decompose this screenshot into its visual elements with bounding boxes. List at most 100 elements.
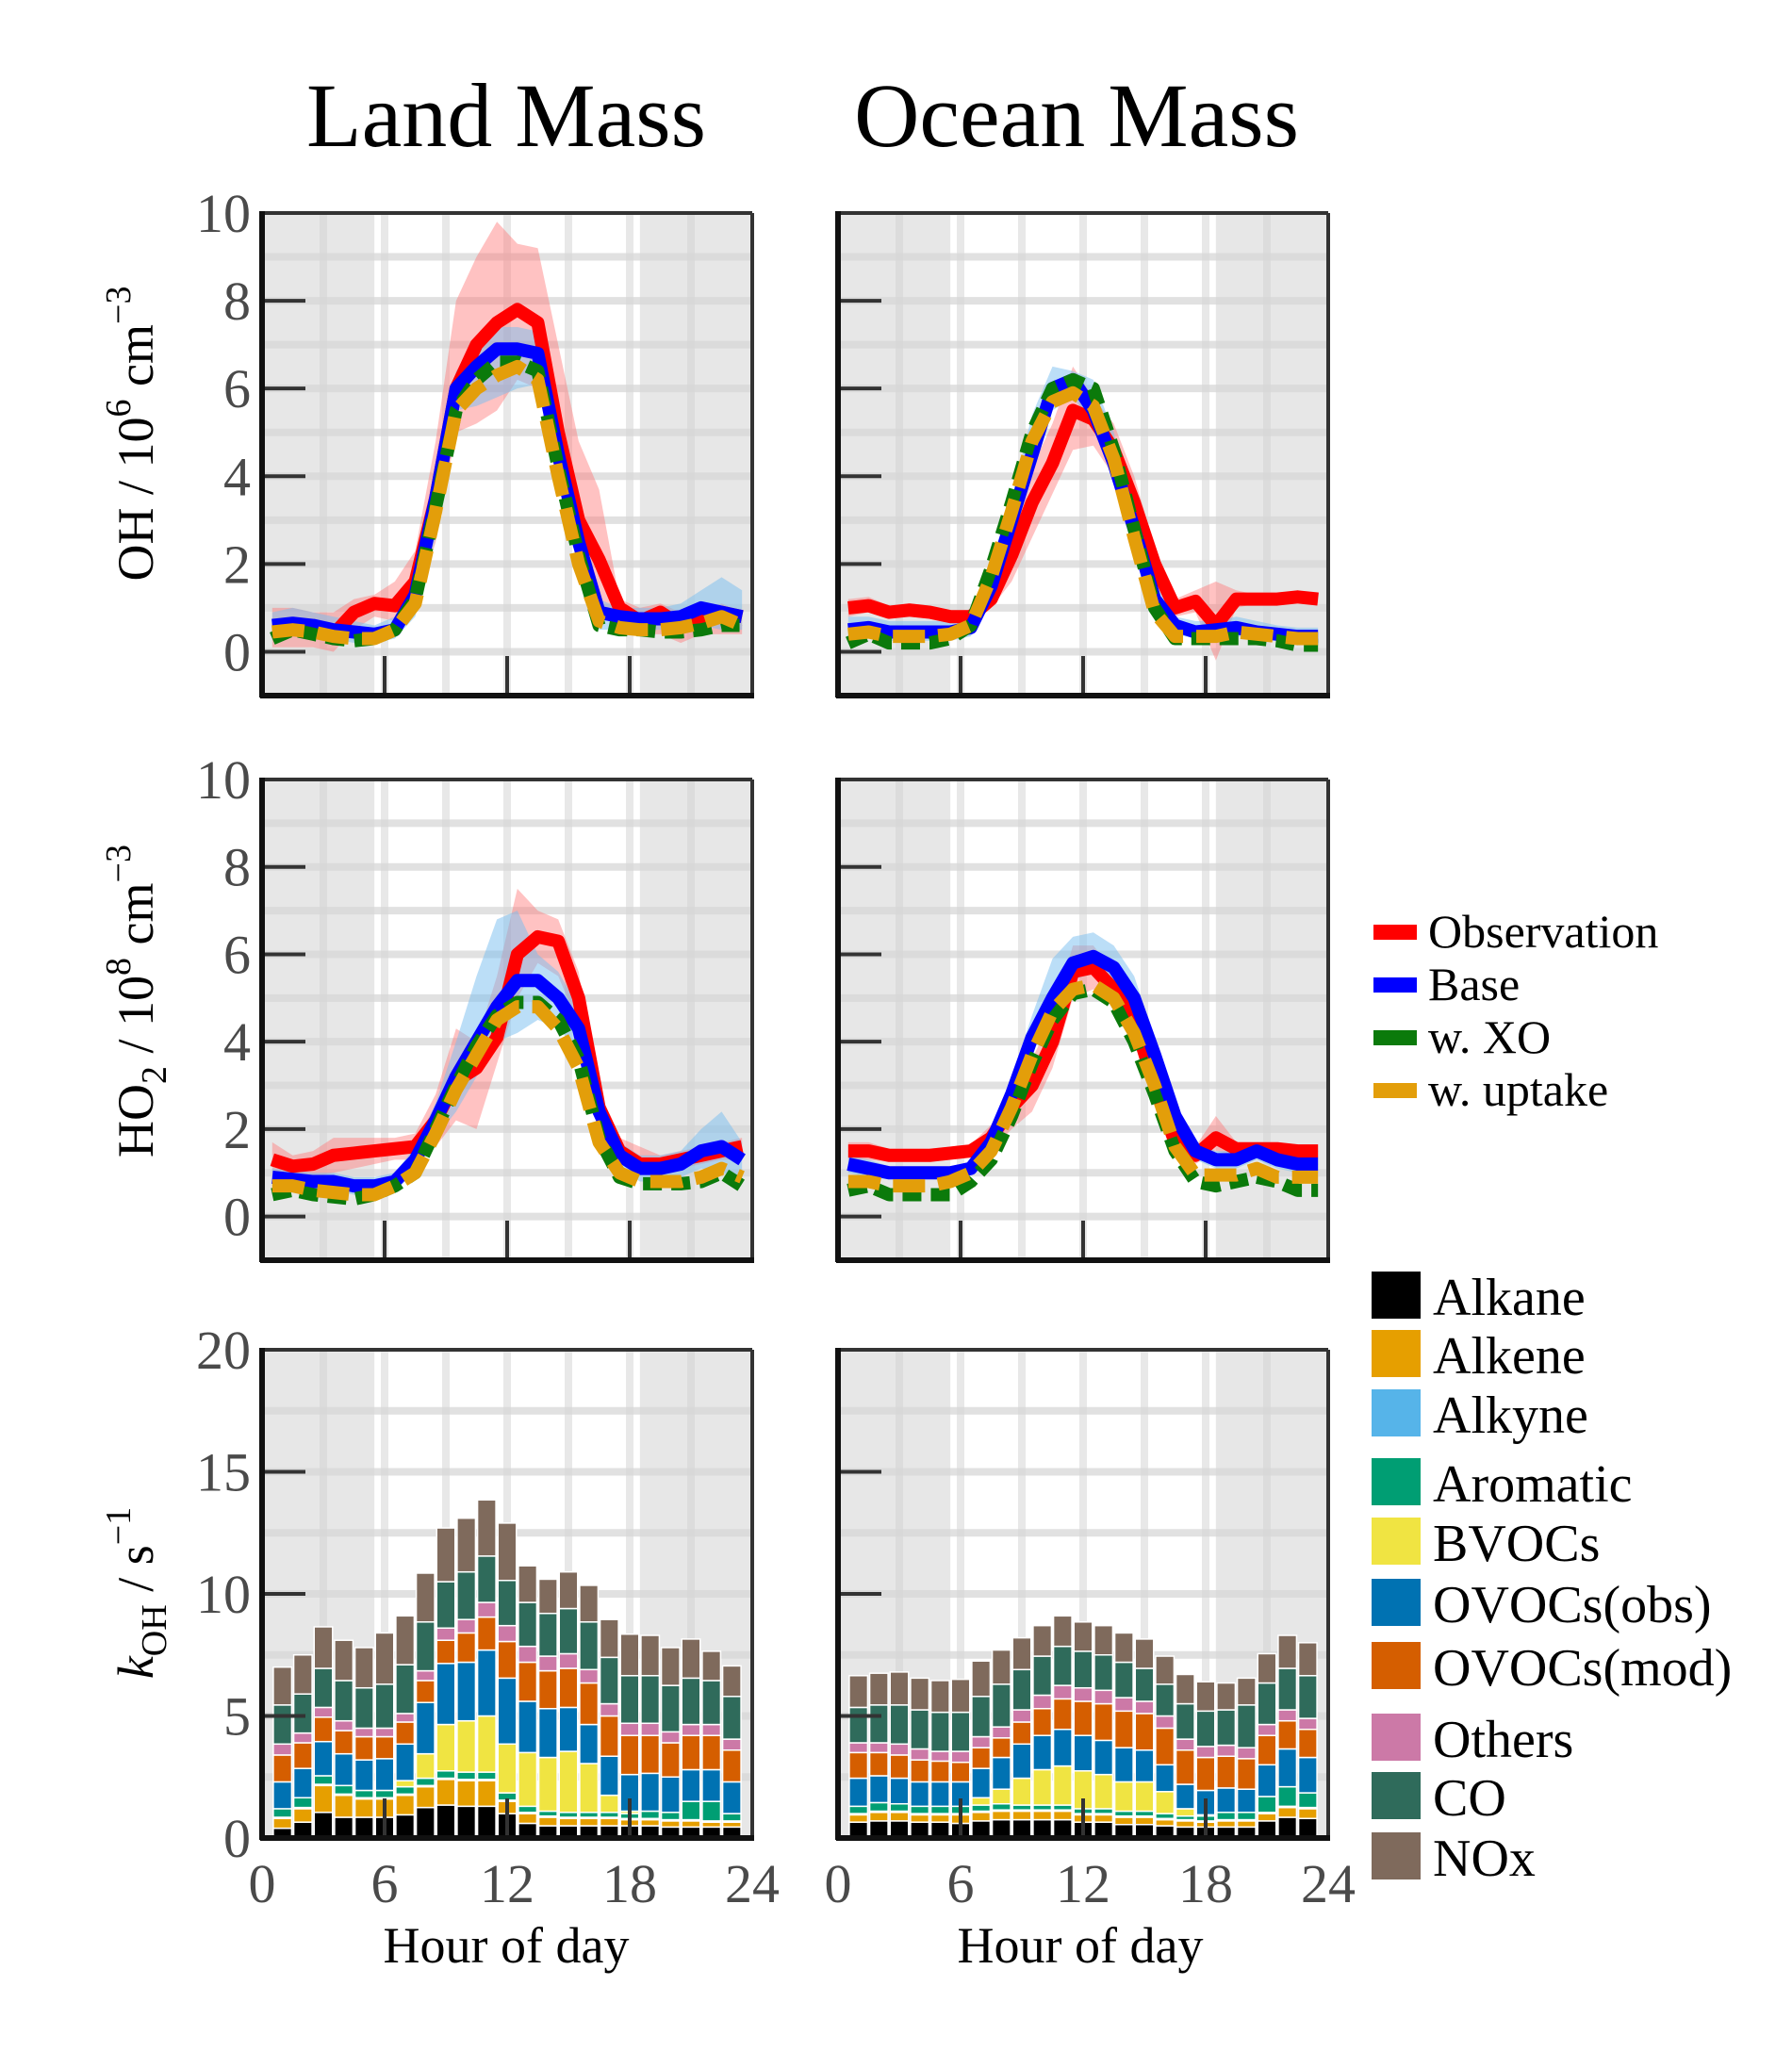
bar-segment-bvocs <box>476 1715 497 1773</box>
bar-segment-others <box>1195 1746 1216 1759</box>
x-tick-label: 24 <box>1301 1853 1356 1914</box>
bar-segment-alkane <box>1277 1816 1298 1839</box>
bar-segment-bvocs <box>415 1752 436 1780</box>
series-line-base <box>847 949 1319 1180</box>
bar-segment-aromatic <box>1011 1804 1032 1811</box>
bar-segment-ovocs-mod- <box>971 1747 992 1769</box>
y-tick-label: 0 <box>223 1808 251 1869</box>
y-tick-label: 8 <box>223 271 251 332</box>
bar-segment-ovocs-obs- <box>497 1677 518 1746</box>
bar-segment-nox <box>991 1649 1011 1685</box>
bar-segment-bvocs <box>436 1723 456 1772</box>
bar-segment-bvocs <box>1052 1764 1073 1806</box>
bar-segment-alkene <box>395 1794 416 1816</box>
bar-segment-aromatic <box>1297 1792 1318 1809</box>
bar-segment-others <box>1052 1684 1073 1700</box>
bar-segment-others <box>272 1743 293 1756</box>
bar-segment-ovocs-obs- <box>313 1740 334 1777</box>
bar-segment-co <box>272 1704 293 1746</box>
bar-segment-aromatic <box>1257 1796 1277 1814</box>
bar-segment-co <box>1175 1702 1195 1740</box>
bar-segment-alkene <box>1113 1816 1134 1826</box>
bar-segment-aromatic <box>889 1802 910 1813</box>
y-tick-label: 2 <box>223 1099 251 1160</box>
bar-segment-ovocs-mod- <box>374 1735 395 1760</box>
panel-koh-land: 0 5 10 15 20 <box>196 1320 754 1869</box>
bar-segment-alkene <box>518 1813 538 1825</box>
bar-segment-co <box>476 1555 497 1603</box>
bar-segment-aromatic <box>721 1813 742 1822</box>
bar-segment-alkene <box>456 1780 477 1808</box>
bar-segment-aromatic <box>1236 1812 1257 1821</box>
bar-segment-ovocs-mod- <box>558 1667 579 1709</box>
bar-segment-nox <box>1134 1638 1155 1669</box>
bar-segment-others <box>848 1742 869 1754</box>
bar-segment-co <box>1277 1667 1298 1711</box>
bar-segment-others <box>910 1748 930 1761</box>
bar-segment-bvocs <box>1134 1781 1155 1813</box>
bar-segment-co <box>456 1570 477 1620</box>
legend-swatch-ovocs-obs- <box>1372 1579 1421 1626</box>
bar-segment-nox <box>619 1633 640 1677</box>
bar-segment-aromatic <box>476 1771 497 1781</box>
bar-segment-others <box>868 1742 889 1754</box>
legend-label: Others <box>1433 1711 1573 1769</box>
bar-segment-alkane <box>334 1816 354 1839</box>
bar-segment-bvocs <box>1093 1773 1114 1810</box>
bar-segment-alkene <box>1032 1810 1053 1821</box>
bar-segment-alkene <box>1052 1810 1073 1821</box>
y-tick-label: 10 <box>196 183 251 244</box>
bar-segment-ovocs-mod- <box>1257 1734 1277 1766</box>
bar-segment-others <box>1155 1715 1175 1730</box>
bar-segment-others <box>579 1668 600 1684</box>
legend-swatch-aromatic <box>1372 1458 1421 1505</box>
bar-segment-alkene <box>701 1821 722 1829</box>
bar-segment-aromatic <box>334 1784 354 1796</box>
bar-segment-co <box>537 1612 558 1657</box>
bar-segment-bvocs <box>1011 1777 1032 1806</box>
legend-swatch-w-uptake <box>1373 1083 1417 1098</box>
bar-segment-ovocs-obs- <box>1175 1783 1195 1810</box>
bar-segment-ovocs-mod- <box>889 1754 910 1780</box>
bar-segment-co <box>334 1680 354 1722</box>
bar-segment-co <box>313 1667 334 1709</box>
bar-segment-alkene <box>971 1812 992 1822</box>
bar-segment-alkene <box>579 1817 600 1827</box>
bar-segment-bvocs <box>579 1763 600 1814</box>
bar-segment-alkene <box>929 1814 950 1823</box>
bar-segment-bvocs <box>1113 1781 1134 1813</box>
bar-segment-ovocs-mod- <box>619 1734 640 1776</box>
bar-segment-ovocs-obs- <box>701 1768 722 1802</box>
bar-segment-co <box>721 1696 742 1740</box>
bar-segment-bvocs <box>518 1751 538 1808</box>
bar-segment-ovocs-obs- <box>374 1758 395 1792</box>
bar-segment-aromatic <box>1134 1810 1155 1817</box>
bar-segment-ovocs-mod- <box>292 1742 313 1769</box>
bar-segment-co <box>929 1711 950 1752</box>
x-tick-label: 12 <box>480 1853 534 1914</box>
bar-segment-others <box>353 1727 374 1738</box>
bar-segment-alkene <box>1155 1818 1175 1827</box>
bar-segment-nox <box>1257 1652 1277 1684</box>
bar-segment-co <box>848 1706 869 1744</box>
y-tick-label: 5 <box>223 1686 251 1748</box>
bar-segment-aromatic <box>1032 1804 1053 1811</box>
bar-segment-others <box>415 1669 436 1682</box>
y-tick-label: 4 <box>223 446 251 507</box>
bar-segment-co <box>353 1686 374 1730</box>
bar-segment-nox <box>681 1638 701 1680</box>
bar-segment-ovocs-mod- <box>848 1751 869 1780</box>
bar-segment-aromatic <box>518 1805 538 1814</box>
legend-label: OVOCs(obs) <box>1433 1576 1712 1634</box>
legend-label: NOx <box>1433 1830 1536 1888</box>
bar-segment-ovocs-obs- <box>721 1781 742 1814</box>
bar-segment-others <box>971 1735 992 1748</box>
y-tick-label: 20 <box>196 1320 251 1381</box>
bar-segment-ovocs-obs- <box>579 1723 600 1764</box>
bar-segment-aromatic <box>701 1800 722 1822</box>
bar-segment-others <box>436 1627 456 1641</box>
bar-segment-ovocs-obs- <box>436 1663 456 1726</box>
bar-segment-ovocs-mod- <box>991 1737 1011 1759</box>
bar-segment-alkene <box>436 1779 456 1806</box>
bar-segment-ovocs-obs- <box>1052 1728 1073 1767</box>
